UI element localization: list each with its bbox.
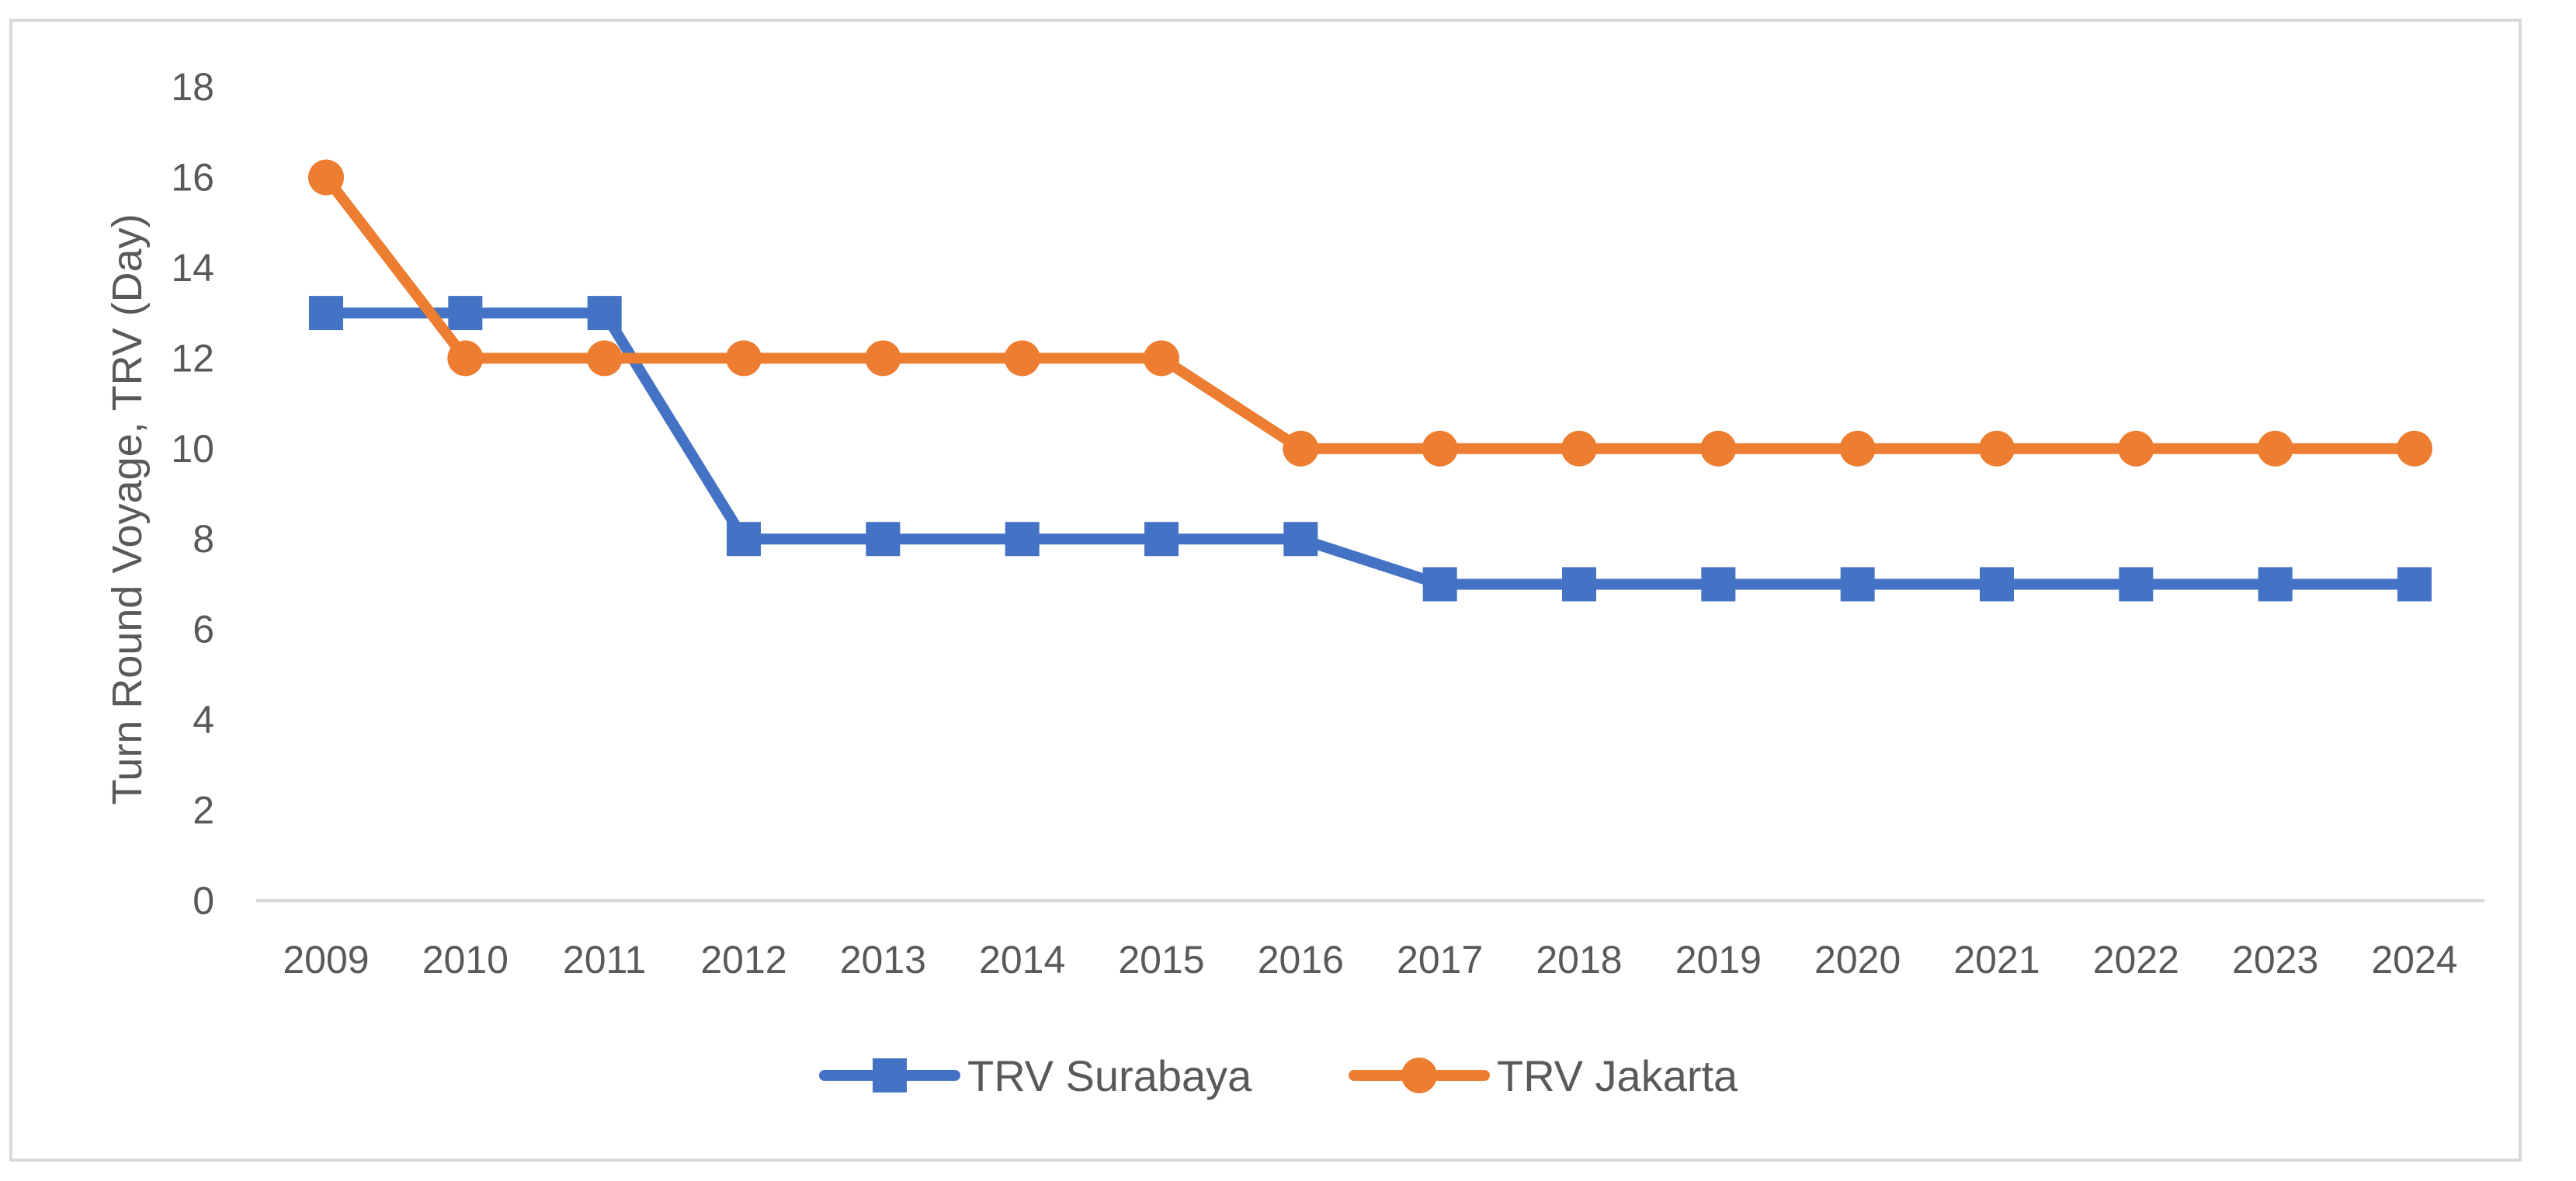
data-point-circle [1422, 430, 1458, 467]
data-point-square [1840, 567, 1875, 602]
series-layer [308, 159, 2432, 602]
x-tick-label: 2019 [1675, 938, 1762, 981]
data-point-square [448, 296, 483, 331]
x-tick-label: 2020 [1814, 938, 1901, 981]
data-point-square [1562, 567, 1596, 602]
series-line [321, 172, 2420, 454]
data-point-square [1144, 522, 1179, 557]
y-tick-label: 8 [193, 517, 214, 561]
series-line [321, 307, 2420, 590]
x-tick-label: 2022 [2093, 938, 2179, 981]
y-tick-label: 12 [171, 336, 214, 380]
x-tick-label: 2011 [563, 938, 647, 981]
data-point-circle [586, 340, 623, 377]
legend: TRV Surabaya TRV Jakarta [819, 1051, 1738, 1100]
x-tick-label: 2012 [700, 938, 786, 981]
data-point-square [1980, 567, 2014, 602]
data-point-circle [1561, 430, 1597, 467]
data-point-circle [865, 340, 901, 377]
legend-item: TRV Jakarta [1349, 1051, 1738, 1100]
y-tick-label: 14 [171, 246, 214, 290]
x-tick-label: 2024 [2371, 938, 2457, 981]
data-point-square [1701, 567, 1736, 602]
y-tick-label: 4 [193, 698, 214, 742]
y-tick-label: 18 [171, 65, 214, 109]
legend-marker-circle [1401, 1058, 1437, 1093]
data-point-circle [2118, 430, 2154, 467]
series-0 [309, 296, 2432, 602]
data-point-square [2119, 567, 2154, 602]
x-tick-label: 2018 [1536, 938, 1622, 981]
legend-label: TRV Surabaya [967, 1051, 1252, 1100]
y-axis-ticks: 0 2 4 6 8 10 12 14 16 18 [171, 65, 214, 922]
data-point-circle [308, 159, 344, 196]
legend-marker-square [873, 1058, 907, 1092]
x-tick-label: 2017 [1397, 938, 1483, 981]
data-point-square [866, 522, 901, 557]
data-point-square [1422, 567, 1457, 602]
data-point-circle [447, 340, 484, 377]
data-point-circle [2397, 430, 2432, 467]
data-point-circle [1979, 430, 2015, 467]
data-point-square [587, 296, 622, 331]
data-point-square [1005, 522, 1040, 557]
data-point-circle [726, 340, 762, 377]
legend-item: TRV Surabaya [819, 1051, 1252, 1100]
y-tick-label: 6 [193, 608, 214, 651]
x-tick-label: 2015 [1118, 938, 1204, 981]
x-tick-label: 2021 [1953, 938, 2040, 981]
series-1 [308, 159, 2432, 467]
y-tick-label: 10 [171, 427, 214, 471]
x-tick-label: 2013 [840, 938, 926, 981]
y-axis-title: Turn Round Voyage, TRV (Day) [104, 214, 151, 804]
x-axis-ticks: 2009 2010 2011 2012 2013 2014 2015 2016 2017 2018… [283, 938, 2457, 981]
y-tick-label: 2 [193, 789, 214, 832]
data-point-circle [1004, 340, 1040, 377]
data-point-square [727, 522, 761, 557]
data-point-circle [2257, 430, 2293, 467]
legend-label: TRV Jakarta [1497, 1051, 1738, 1100]
x-tick-label: 2016 [1258, 938, 1344, 981]
data-point-square [2397, 567, 2432, 602]
data-point-circle [1144, 340, 1179, 377]
data-point-circle [1700, 430, 1737, 467]
data-point-circle [1839, 430, 1876, 467]
data-point-square [1283, 522, 1318, 557]
x-tick-label: 2010 [422, 938, 509, 981]
chart-border [9, 19, 2522, 1162]
x-tick-label: 2014 [979, 938, 1065, 981]
x-tick-label: 2009 [283, 938, 369, 981]
y-tick-label: 16 [171, 155, 214, 199]
y-tick-label: 0 [193, 879, 214, 922]
data-point-circle [1283, 430, 1319, 467]
data-point-square [309, 296, 343, 331]
x-tick-label: 2023 [2232, 938, 2318, 981]
data-point-square [2258, 567, 2293, 602]
